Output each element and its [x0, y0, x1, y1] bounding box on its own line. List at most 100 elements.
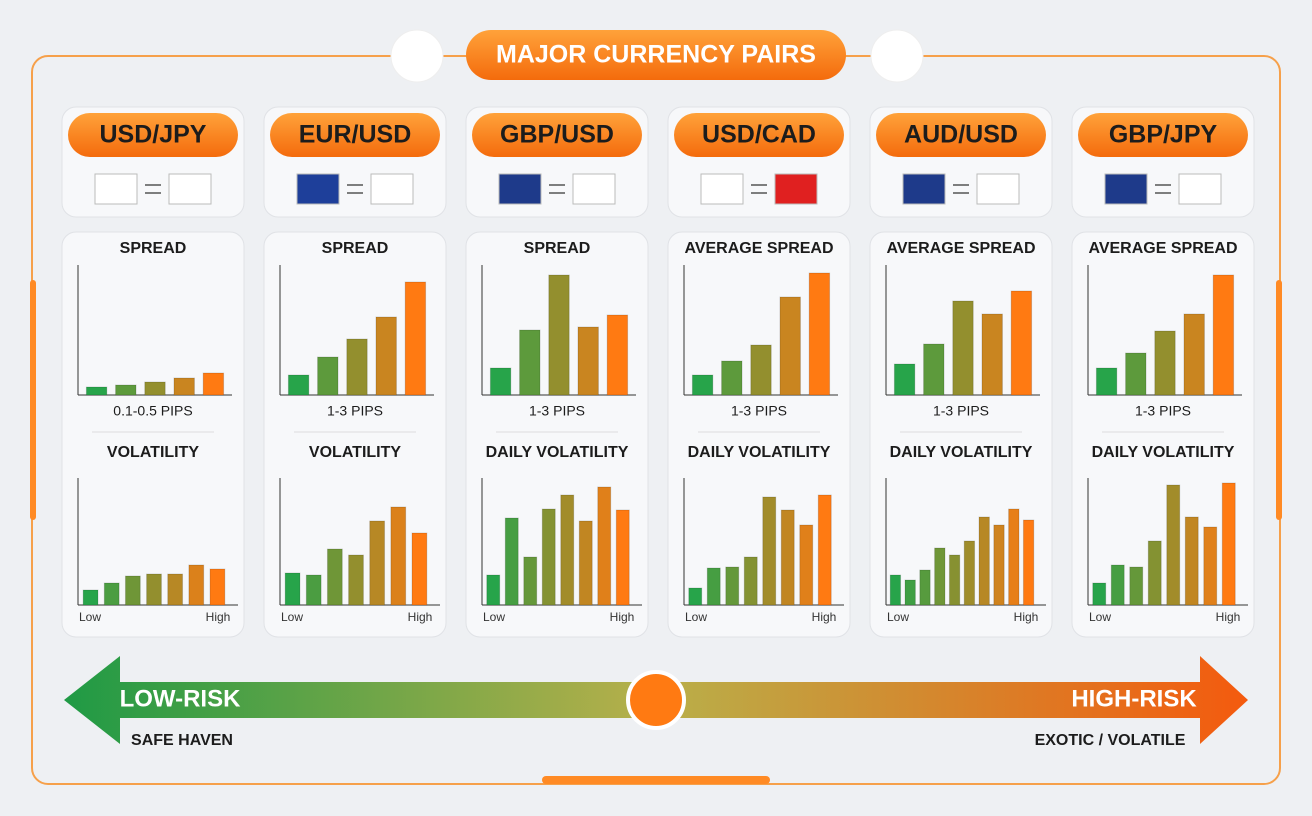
volatility-title: DAILY VOLATILITY: [486, 444, 629, 461]
flag: [1178, 173, 1222, 205]
bar: [369, 520, 386, 606]
title: MAJOR CURRENCY PAIRS: [496, 41, 816, 69]
bar: [202, 372, 225, 396]
flag: [296, 173, 340, 205]
bar: [904, 579, 916, 606]
spread-caption: 1-3 PIPS: [327, 403, 383, 419]
flag: [370, 173, 414, 205]
bar: [560, 494, 575, 606]
bar: [750, 344, 772, 396]
bar: [721, 360, 743, 396]
bar: [404, 281, 427, 396]
bar: [963, 540, 976, 606]
swap-icon: [145, 184, 161, 194]
spread-title: SPREAD: [120, 240, 187, 257]
bar: [706, 567, 721, 606]
high-caption: EXOTIC / VOLATILE: [1035, 732, 1186, 749]
bar: [375, 316, 397, 396]
scale-high: High: [610, 610, 635, 624]
swap-icon: [953, 184, 969, 194]
pair-name: USD/JPY: [100, 121, 207, 149]
icon: [390, 29, 444, 83]
bar: [124, 575, 141, 606]
bar: [1184, 516, 1199, 606]
bar: [978, 516, 990, 606]
bar: [489, 367, 512, 396]
bar: [606, 314, 629, 396]
bar: [541, 508, 556, 606]
flag: [902, 173, 946, 205]
volatility-title: DAILY VOLATILITY: [1092, 444, 1235, 461]
bar: [615, 509, 630, 606]
flag: [572, 173, 616, 205]
pair-name: EUR/USD: [299, 121, 412, 149]
bar: [577, 326, 599, 396]
bar: [173, 377, 195, 396]
bar: [993, 524, 1005, 606]
bar: [780, 509, 795, 606]
bar: [411, 532, 428, 606]
bar: [1008, 508, 1020, 606]
pair-pill: [68, 113, 238, 157]
bar: [1010, 290, 1033, 396]
flag: [700, 173, 744, 205]
scale-high: High: [812, 610, 837, 624]
scale-high: High: [408, 610, 433, 624]
spread-caption: 0.1-0.5 PIPS: [113, 403, 192, 419]
scale-high: High: [206, 610, 231, 624]
bar: [523, 556, 538, 606]
bar: [167, 573, 184, 606]
bar: [1095, 367, 1118, 396]
spread-title: AVERAGE SPREAD: [684, 240, 833, 257]
swap-icon: [1155, 184, 1171, 194]
bar: [934, 547, 946, 606]
bar: [952, 300, 974, 396]
spread-caption: 1-3 PIPS: [1135, 403, 1191, 419]
bar: [691, 374, 714, 396]
bar: [209, 568, 226, 606]
scale-low: Low: [887, 610, 909, 624]
bar: [808, 272, 831, 396]
bar: [578, 520, 593, 606]
bar: [85, 386, 108, 396]
bar: [115, 384, 137, 396]
bar: [144, 381, 166, 396]
spread-title: AVERAGE SPREAD: [1088, 240, 1237, 257]
bar: [146, 573, 162, 606]
bar: [799, 524, 814, 606]
bar: [948, 554, 961, 606]
bottom-glow: [542, 776, 770, 784]
bar: [287, 374, 310, 396]
flag: [774, 173, 818, 205]
bar: [725, 566, 740, 606]
pair-pill: [472, 113, 642, 157]
bar: [597, 486, 612, 606]
bar: [284, 572, 301, 606]
bar: [1221, 482, 1236, 606]
side-glow: [1276, 280, 1282, 520]
scale-low: Low: [483, 610, 505, 624]
scale-high: High: [1014, 610, 1039, 624]
bar: [743, 556, 758, 606]
bar: [779, 296, 801, 396]
flag: [94, 173, 138, 205]
bar: [688, 587, 703, 606]
spread-caption: 1-3 PIPS: [933, 403, 989, 419]
bar: [1154, 330, 1176, 396]
swap-icon: [751, 184, 767, 194]
bar: [103, 582, 120, 606]
bar: [1166, 484, 1181, 606]
bar: [1125, 352, 1147, 396]
bar: [305, 574, 322, 606]
bar: [1203, 526, 1218, 606]
bar: [893, 363, 916, 396]
flag: [1104, 173, 1148, 205]
flag: [976, 173, 1020, 205]
bar: [519, 329, 541, 396]
volatility-title: DAILY VOLATILITY: [688, 444, 831, 461]
flag: [168, 173, 212, 205]
pair-name: GBP/JPY: [1109, 121, 1218, 149]
title-pill: [466, 30, 846, 80]
spread-title: SPREAD: [524, 240, 591, 257]
volatility-title: VOLATILITY: [309, 444, 401, 461]
